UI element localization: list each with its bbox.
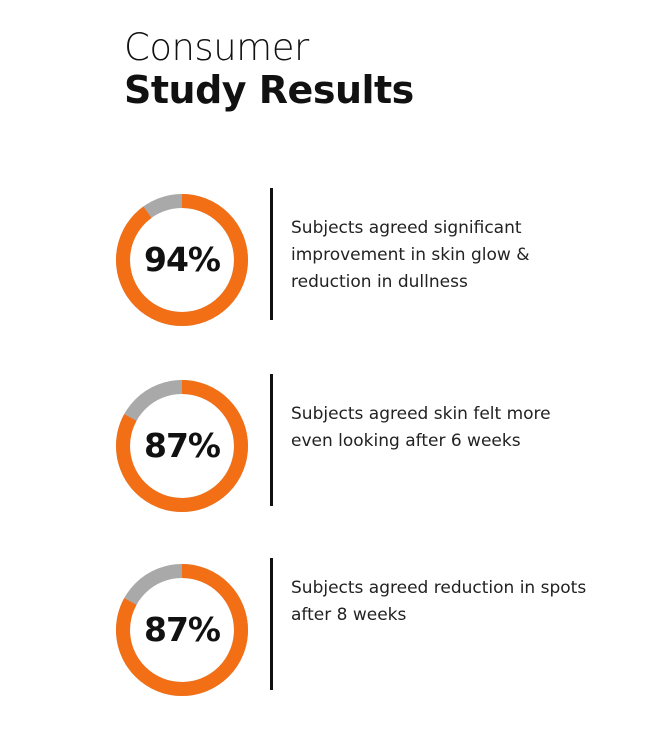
title-line-1: Consumer [124, 26, 309, 69]
divider [270, 374, 273, 506]
percent-label: 87% [144, 610, 221, 649]
divider [270, 188, 273, 320]
percent-label: 87% [144, 426, 221, 465]
donut-value-arc [116, 564, 248, 696]
result-description: Subjects agreed significant improvement … [291, 218, 530, 292]
donut-value-arc [116, 380, 248, 512]
donut-value-arc [116, 194, 248, 326]
result-description: Subjects agreed skin felt more even look… [291, 404, 551, 451]
donut-chart [116, 564, 248, 696]
title-line-2: Study Results [124, 68, 414, 112]
result-description: Subjects agreed reduction in spots after… [291, 578, 587, 625]
donut-chart [116, 194, 248, 326]
donut-chart [116, 380, 248, 512]
percent-label: 94% [144, 240, 221, 279]
divider [270, 558, 273, 690]
